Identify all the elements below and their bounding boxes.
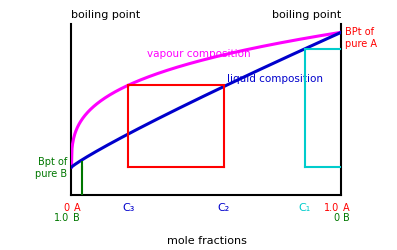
Text: vapour composition: vapour composition [147,49,251,59]
Text: C₃: C₃ [122,202,134,212]
Text: boiling point: boiling point [71,10,141,20]
Text: B: B [73,212,80,222]
Text: A: A [343,202,350,212]
Text: boiling point: boiling point [272,10,341,20]
Text: Bpt of
pure B: Bpt of pure B [35,157,67,178]
Text: C₁: C₁ [299,202,311,212]
Text: 0: 0 [333,212,339,222]
Text: B: B [343,212,350,222]
Text: 1.0: 1.0 [324,202,339,212]
Text: mole fractions: mole fractions [166,235,247,245]
Text: BPt of
pure A: BPt of pure A [345,27,378,49]
Text: A: A [73,202,80,212]
Text: 0: 0 [64,202,69,212]
Text: 1.0: 1.0 [54,212,69,222]
Text: liquid composition: liquid composition [227,74,323,84]
Text: C₂: C₂ [218,202,230,212]
